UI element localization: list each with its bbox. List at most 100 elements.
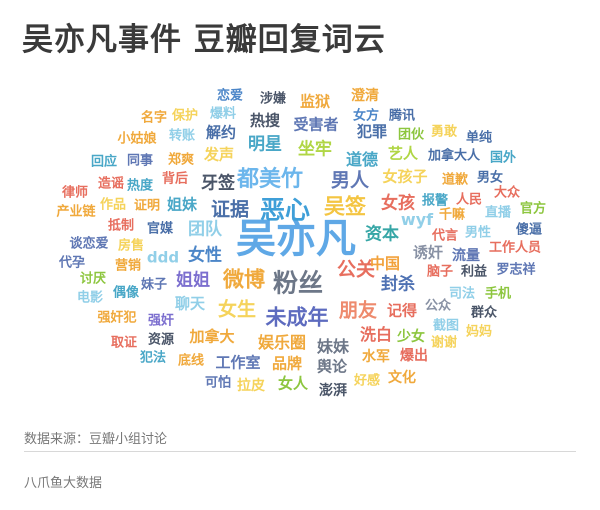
- cloud-word: 妹妹: [316, 337, 350, 356]
- data-source-note: 数据来源：豆瓣小组讨论: [24, 432, 168, 447]
- cloud-word: 回应: [90, 154, 118, 170]
- cloud-word: 团伙: [397, 127, 425, 143]
- cloud-word: 傻逼: [515, 222, 543, 238]
- cloud-word: 代言: [431, 228, 459, 244]
- cloud-word: 女性: [188, 245, 222, 266]
- cloud-word: 作品: [99, 197, 127, 213]
- cloud-word: 脑子: [426, 264, 454, 280]
- cloud-word: 单纯: [465, 130, 493, 146]
- cloud-word: 讨厌: [79, 271, 107, 287]
- cloud-word: 女方: [352, 108, 380, 124]
- cloud-word: 热度: [126, 178, 154, 194]
- cloud-word: 品牌: [271, 354, 303, 373]
- cloud-word: 坐牢: [298, 139, 332, 160]
- cloud-word: 女人: [277, 374, 309, 393]
- cloud-word: 男性: [464, 225, 492, 241]
- word-cloud: 吴亦凡 粉丝 恶心 都美竹 微博 吴签 未成年 女生 证据 男人 朋友 公关 明星 坐牢 女孩 资本 女性 姐姐 团…: [56, 88, 547, 399]
- cloud-word: 群众: [470, 305, 498, 321]
- cloud-word: 造谣: [97, 176, 125, 192]
- cloud-word: 澄清: [351, 88, 379, 104]
- cloud-word: 电影: [76, 290, 104, 306]
- cloud-word: 文化: [388, 370, 416, 386]
- cloud-word: 转账: [168, 128, 196, 144]
- cloud-word: 小姑娘: [117, 131, 157, 147]
- cloud-word: 都美竹: [236, 167, 304, 192]
- cloud-word: 勇敢: [430, 124, 458, 140]
- cloud-word: 道德: [345, 150, 379, 169]
- cloud-word: 吴亦凡: [236, 216, 356, 262]
- cloud-word: 背后: [161, 171, 189, 187]
- cloud-word: 未成年: [265, 305, 329, 330]
- cloud-word: ddd: [146, 248, 180, 267]
- cloud-word: 舆论: [316, 357, 348, 376]
- cloud-word: 澎湃: [319, 383, 347, 399]
- cloud-word: 郑爽: [167, 152, 195, 168]
- cloud-word: 道歉: [441, 172, 469, 188]
- cloud-word: 受害者: [293, 115, 339, 134]
- cloud-word: 司法: [448, 286, 476, 302]
- cloud-word: 聊天: [174, 294, 206, 313]
- cloud-word: 吴签: [324, 194, 366, 219]
- cloud-word: 底线: [177, 353, 205, 369]
- cloud-word: 资本: [365, 224, 399, 245]
- cloud-word: 可怕: [204, 375, 232, 391]
- cloud-word: 少女: [397, 329, 425, 345]
- cloud-word: 监狱: [299, 92, 331, 111]
- cloud-word: 妈妈: [465, 324, 493, 340]
- cloud-word: 律师: [61, 185, 89, 201]
- cloud-word: 抵制: [107, 218, 135, 234]
- cloud-word: 恋爱: [216, 88, 244, 104]
- cloud-word: 娱乐圈: [257, 333, 307, 352]
- cloud-word: 姐姐: [176, 270, 210, 291]
- cloud-word: 流量: [452, 248, 480, 264]
- cloud-word: 恶心: [259, 195, 311, 225]
- cloud-word: 解约: [205, 123, 237, 142]
- cloud-word: 房售: [117, 238, 145, 254]
- brand-label: 八爪鱼大数据: [24, 476, 103, 491]
- cloud-word: 粉丝: [272, 268, 324, 298]
- cloud-word: 水军: [362, 349, 390, 365]
- cloud-word: 名字: [140, 110, 168, 126]
- cloud-word: 偶像: [112, 285, 140, 301]
- cloud-word: 艺人: [387, 144, 419, 163]
- cloud-word: 牙签: [201, 173, 235, 194]
- cloud-word: 妹子: [140, 277, 168, 293]
- cloud-word: 男人: [330, 169, 370, 192]
- cloud-word: 女生: [217, 298, 257, 321]
- cloud-word: 爆出: [400, 348, 428, 364]
- cloud-word: 同事: [126, 153, 154, 169]
- cloud-word: 男女: [476, 170, 504, 186]
- cloud-word: 加拿大: [189, 327, 235, 346]
- cloud-word: 罗志祥: [496, 262, 536, 278]
- cloud-word: 营销: [114, 258, 142, 274]
- page-title: 吴亦凡事件 豆瓣回复词云: [22, 22, 386, 58]
- cloud-word: 强奸: [147, 313, 175, 329]
- cloud-word: 中国: [369, 254, 401, 273]
- divider: [24, 451, 576, 452]
- cloud-word: 手机: [484, 286, 512, 302]
- cloud-word: 女孩: [381, 193, 415, 214]
- cloud-word: 取证: [110, 335, 138, 351]
- cloud-word: 截图: [432, 318, 460, 334]
- cloud-word: 犯法: [139, 350, 167, 366]
- cloud-word: 报警: [421, 193, 449, 209]
- cloud-word: 产业链: [56, 204, 96, 220]
- cloud-word: 爆料: [209, 106, 237, 122]
- cloud-word: 证据: [210, 198, 250, 221]
- cloud-word: 直播: [484, 205, 512, 221]
- cloud-word: 官方: [519, 201, 547, 217]
- cloud-word: 拉皮: [237, 378, 265, 394]
- cloud-word: 涉嫌: [259, 91, 287, 107]
- cloud-word: 姐妹: [166, 195, 198, 214]
- cloud-word: 代孕: [58, 255, 86, 271]
- cloud-word: 诱奸: [412, 243, 444, 262]
- cloud-word: wyf: [400, 210, 434, 229]
- cloud-word: 千嘛: [438, 207, 466, 223]
- cloud-word: 女孩子: [382, 167, 428, 186]
- cloud-word: 微博: [223, 267, 265, 292]
- cloud-word: 人民: [455, 192, 483, 208]
- cloud-word: 利益: [460, 264, 488, 280]
- cloud-word: 犯罪: [356, 122, 388, 141]
- cloud-word: 记得: [386, 301, 418, 320]
